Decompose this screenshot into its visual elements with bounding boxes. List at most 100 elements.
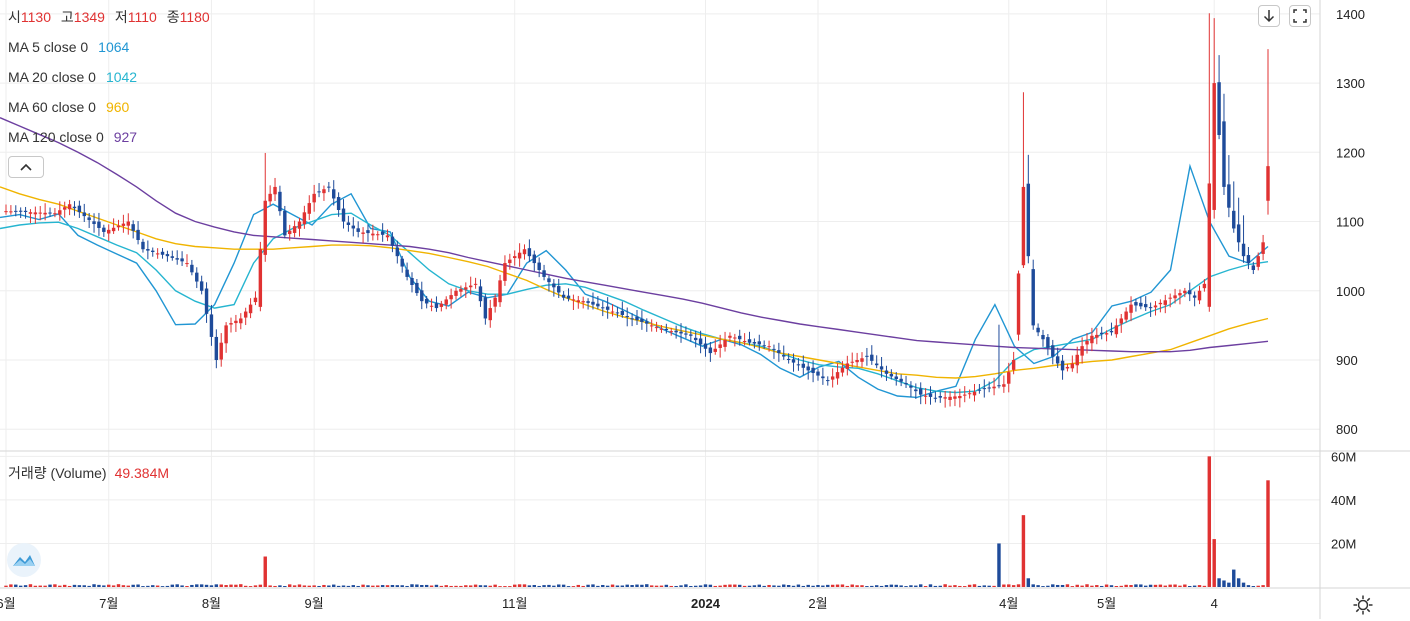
volume-bar (610, 584, 615, 587)
candle-body (72, 206, 77, 209)
candle (283, 205, 287, 239)
candle-body (576, 300, 581, 303)
candle (229, 317, 233, 333)
candle (835, 363, 840, 385)
volume-bar (170, 584, 175, 587)
candle-body (620, 310, 625, 315)
candle-body (708, 347, 713, 354)
candle (361, 227, 365, 244)
candle-body (1266, 166, 1270, 201)
candle (625, 307, 629, 327)
volume-bar (801, 585, 806, 587)
candle (327, 181, 331, 193)
volume-bar (561, 584, 566, 587)
candle (1031, 259, 1035, 330)
candle (522, 244, 527, 260)
candle (454, 287, 458, 300)
candle (131, 220, 135, 239)
volume-bar (791, 585, 796, 587)
ma120-legend[interactable]: MA 120 close 0 927 (8, 128, 137, 146)
volume-bar (92, 584, 96, 587)
volume-bar (1114, 586, 1119, 587)
candle-body (38, 212, 42, 214)
time-tick-label: 9월 (305, 596, 324, 611)
candle-body (219, 342, 223, 360)
volume-bar (625, 584, 629, 587)
candle-body (307, 203, 311, 214)
candle-body (801, 363, 806, 368)
candle (336, 192, 341, 217)
candle (635, 310, 639, 326)
candle (601, 301, 605, 317)
volume-bar (601, 584, 605, 587)
download-button[interactable] (1258, 5, 1280, 27)
volume-legend[interactable]: 거래량 (Volume) 49.384M (8, 464, 169, 482)
volume-bar (1148, 584, 1153, 587)
volume-bar (982, 585, 987, 587)
candle (894, 372, 898, 386)
volume-bar (371, 585, 375, 587)
candle-body (1007, 372, 1011, 384)
candle-body (909, 385, 913, 388)
volume-bar (698, 585, 703, 587)
candle (449, 288, 453, 309)
ma5-legend[interactable]: MA 5 close 0 1064 (8, 38, 129, 56)
candle-body (830, 376, 835, 380)
volume-bar (141, 586, 145, 587)
candle (566, 288, 571, 302)
candle-body (840, 367, 845, 373)
candle-body (1207, 183, 1212, 307)
candle-body (630, 318, 634, 320)
ma20-legend[interactable]: MA 20 close 0 1042 (8, 68, 137, 86)
volume-bar (571, 586, 576, 587)
candle-body (596, 303, 600, 307)
volume-bar (1163, 585, 1167, 587)
volume-bar (772, 585, 776, 587)
tradingview-logo[interactable] (7, 543, 41, 577)
candle-body (464, 287, 468, 290)
high-label: 고 (60, 9, 74, 25)
candle-body (136, 229, 140, 240)
grid-lines (0, 0, 1320, 587)
volume-bar (928, 584, 933, 587)
ma60-legend[interactable]: MA 60 close 0 960 (8, 98, 129, 116)
volume-bar (155, 585, 160, 587)
volume-bar (679, 585, 683, 587)
volume-bar (860, 585, 864, 587)
volume-bar (1075, 584, 1079, 587)
time-tick-label: 2월 (808, 596, 827, 611)
volume-bar (1251, 586, 1256, 587)
candle-body (33, 212, 38, 215)
candle-body (1261, 242, 1265, 254)
candle-body (322, 189, 326, 194)
settings-button[interactable] (1352, 594, 1374, 616)
fullscreen-button[interactable] (1289, 5, 1311, 27)
volume-bar (97, 584, 101, 587)
price-tick-label: 900 (1336, 353, 1358, 368)
volume-bar (488, 585, 492, 587)
candle-body (860, 358, 864, 362)
volume-bar (410, 584, 414, 587)
candle-body (649, 325, 654, 327)
candle-body (938, 396, 942, 398)
candle-body (527, 248, 532, 257)
volume-bar (151, 585, 155, 587)
volume-bar (645, 584, 649, 587)
volume-series (4, 456, 1270, 587)
candle (757, 334, 761, 351)
candle-body (884, 370, 889, 374)
volume-bar (239, 584, 243, 587)
candle (107, 224, 111, 242)
collapse-legend-button[interactable] (8, 156, 44, 178)
volume-tick-label: 60M (1331, 449, 1356, 464)
candle (679, 323, 683, 343)
price-tick-label: 1300 (1336, 76, 1365, 91)
volume-bar (923, 586, 928, 587)
candle-body (982, 388, 987, 390)
candle (899, 374, 903, 387)
ma120-line (0, 117, 1269, 353)
candle (762, 340, 766, 349)
candle-body (855, 360, 859, 363)
candle (1119, 314, 1123, 333)
